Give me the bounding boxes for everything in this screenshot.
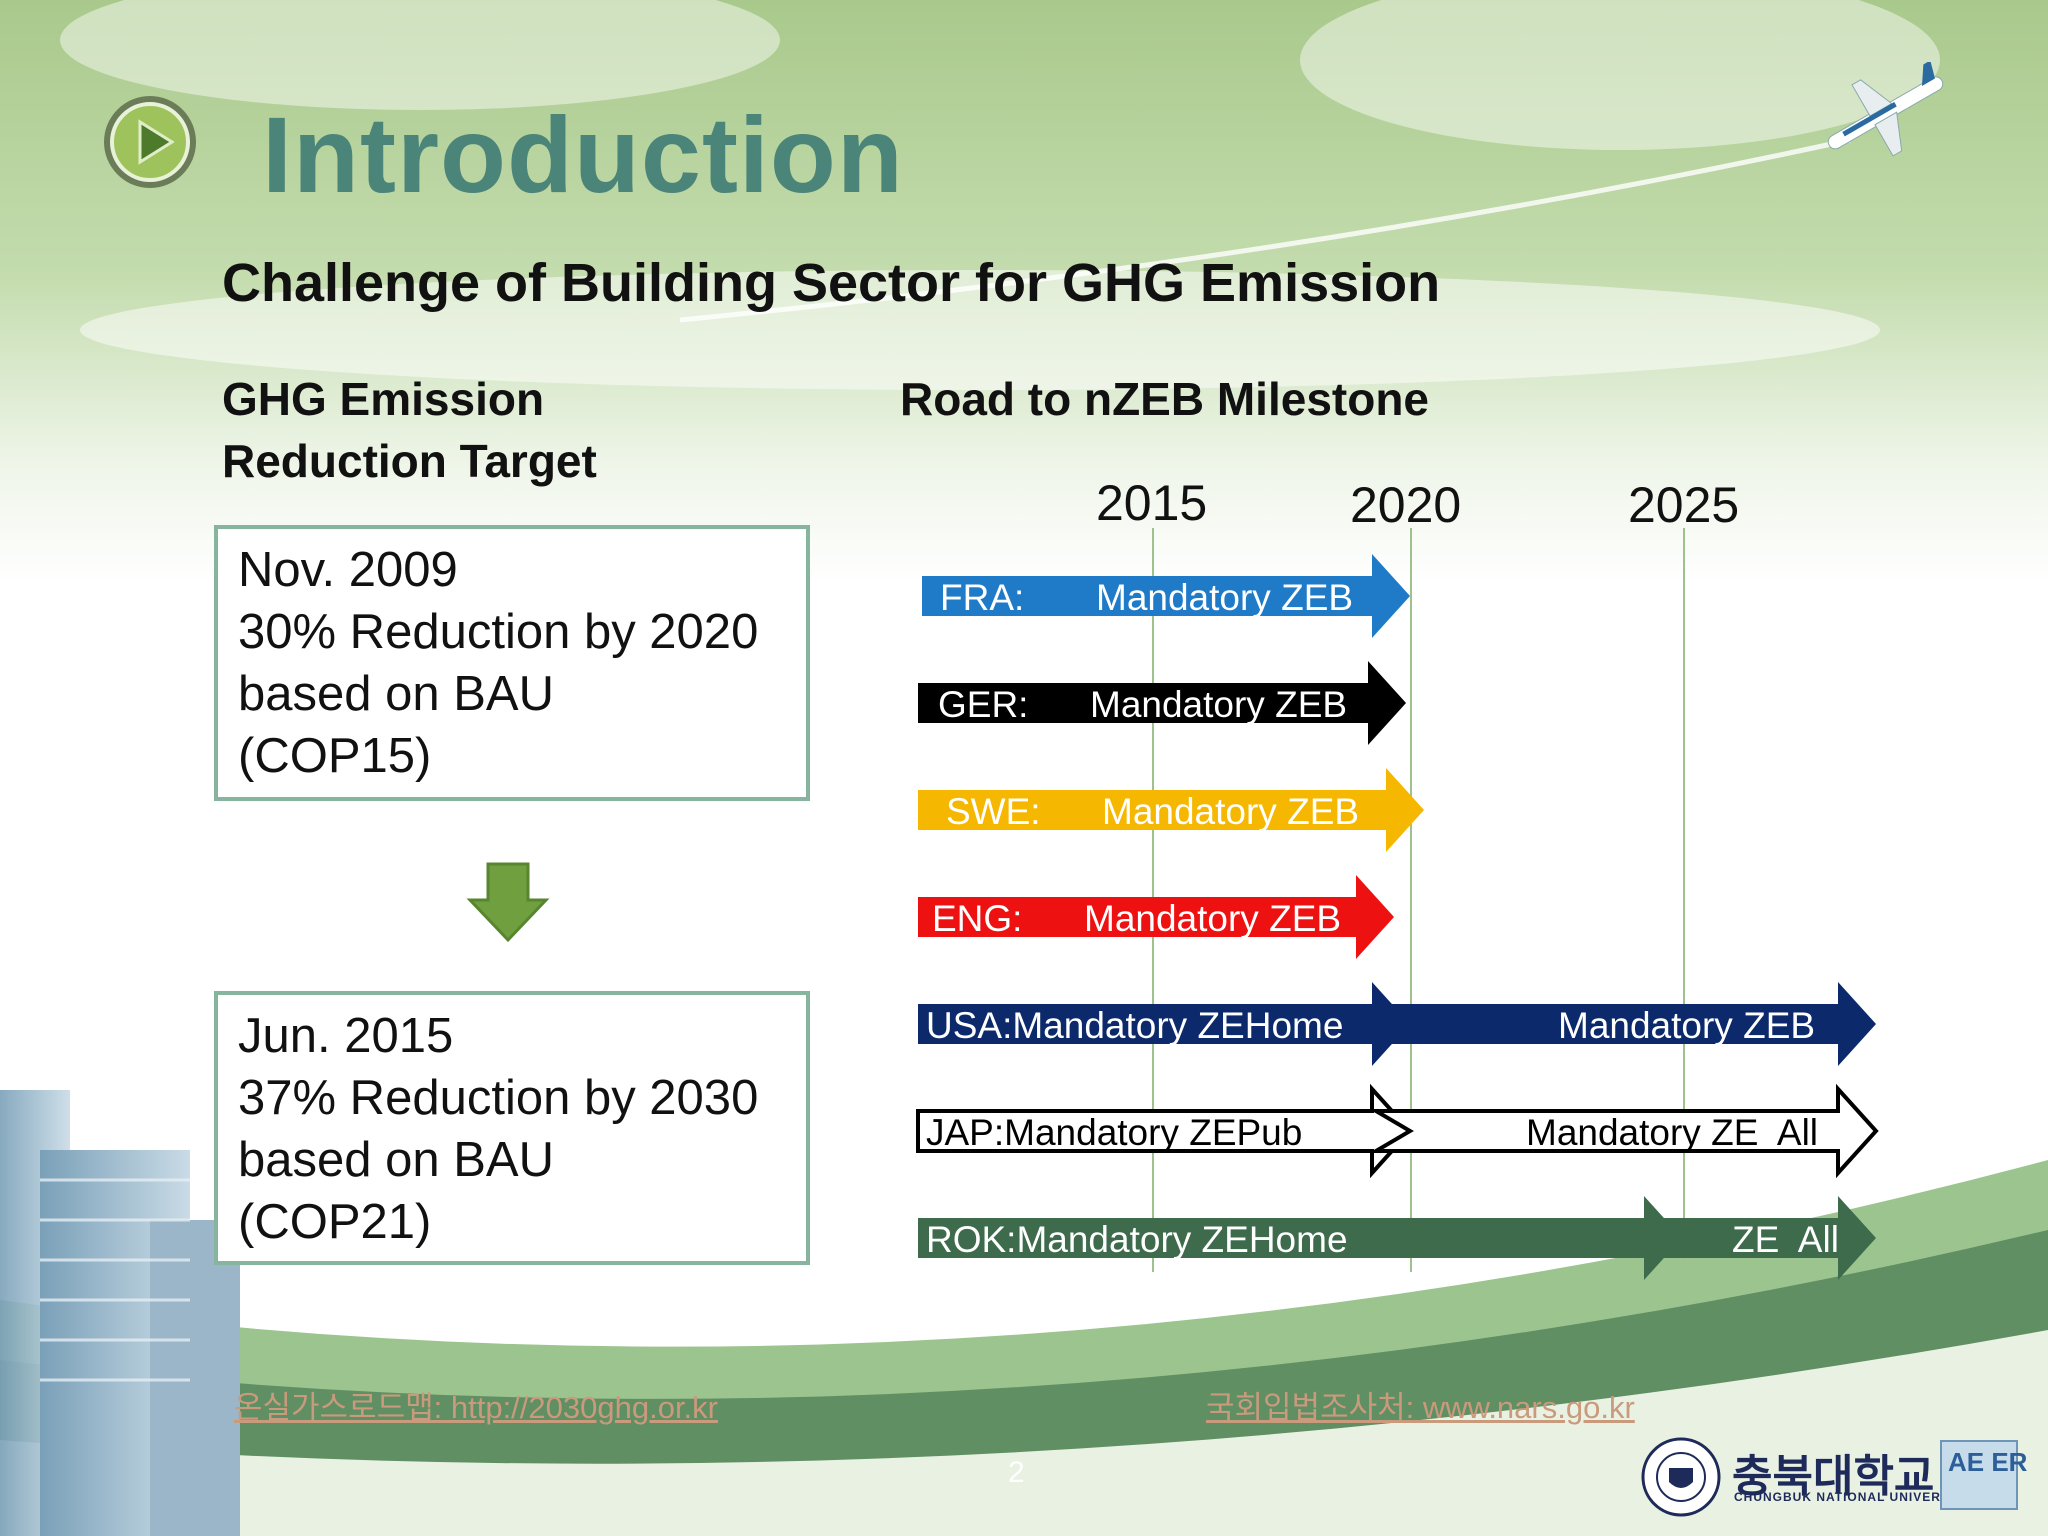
arrow-rok-2 [1644, 1196, 1876, 1280]
arrow-rok-1 [918, 1196, 1682, 1280]
box1-line3: based on BAU [238, 667, 554, 721]
year-2025: 2025 [1628, 477, 1740, 533]
slide-title: Introduction [262, 94, 904, 215]
rok-label-1: ROK:Mandatory ZEHome [926, 1219, 1348, 1260]
source-link-right[interactable]: 국회입법조사처: www.nars.go.kr [1206, 1390, 1635, 1425]
jap-label-1: JAP:Mandatory ZEPub [926, 1112, 1303, 1153]
box1-line2: 30% Reduction by 2020 [238, 605, 759, 659]
university-name-en: CHUNGBUK NATIONAL UNIVERSITY [1734, 1490, 1972, 1504]
arrow-swe [918, 768, 1424, 852]
lab-logo: AE ER [1940, 1440, 2028, 1510]
usa-label-2: Mandatory ZEB [1558, 1005, 1816, 1046]
source-link-left[interactable]: 온실가스로드맵: http://2030ghg.or.kr [234, 1390, 718, 1425]
slide-subtitle: Challenge of Building Sector for GHG Emi… [222, 253, 1441, 313]
box1-line1: Nov. 2009 [238, 543, 458, 597]
target-box-2015: Jun. 2015 37% Reduction by 2030 based on… [214, 991, 810, 1265]
year-2015: 2015 [1096, 475, 1208, 531]
university-seal-icon [1641, 1437, 1721, 1517]
swe-country: SWE: [946, 791, 1041, 832]
box2-line2: 37% Reduction by 2030 [238, 1071, 759, 1125]
target-box-2009: Nov. 2009 30% Reduction by 2020 based on… [214, 525, 810, 801]
play-button-icon [104, 96, 196, 188]
lab-logo-text: AE ER [1948, 1447, 2028, 1477]
left-heading-line1: GHG Emission [222, 373, 545, 425]
left-heading-line2: Reduction Target [222, 435, 597, 487]
airplane-icon [1827, 62, 1944, 157]
fra-country: FRA: [940, 577, 1025, 618]
university-name-kr: 충북대학교 [1732, 1452, 1935, 1501]
jap-label-2: Mandatory ZE All [1526, 1112, 1819, 1153]
ger-country: GER: [938, 684, 1029, 725]
box2-line1: Jun. 2015 [238, 1009, 454, 1063]
down-arrow-icon [466, 862, 550, 943]
ger-label: Mandatory ZEB [1090, 684, 1348, 725]
usa-label-1: USA:Mandatory ZEHome [926, 1005, 1344, 1046]
right-heading: Road to nZEB Milestone [900, 373, 1429, 425]
arrow-jap-2 [1368, 1083, 1879, 1179]
arrow-eng [918, 875, 1394, 959]
fra-label: Mandatory ZEB [1096, 577, 1354, 618]
swe-label: Mandatory ZEB [1102, 791, 1360, 832]
arrow-usa-2 [1372, 982, 1876, 1066]
arrow-usa-1 [918, 982, 1410, 1066]
year-2020: 2020 [1350, 477, 1462, 533]
box1-line4: (COP15) [238, 729, 432, 783]
arrow-fra [922, 554, 1410, 638]
eng-country: ENG: [932, 898, 1023, 939]
eng-label: Mandatory ZEB [1084, 898, 1342, 939]
left-heading: GHG Emission Reduction Target [222, 368, 597, 492]
box2-line3: based on BAU [238, 1133, 554, 1187]
rok-label-2: ZE All [1732, 1219, 1839, 1260]
box2-line4: (COP21) [238, 1195, 432, 1249]
page-number: 2 [1008, 1456, 1025, 1489]
arrow-ger [918, 661, 1406, 745]
